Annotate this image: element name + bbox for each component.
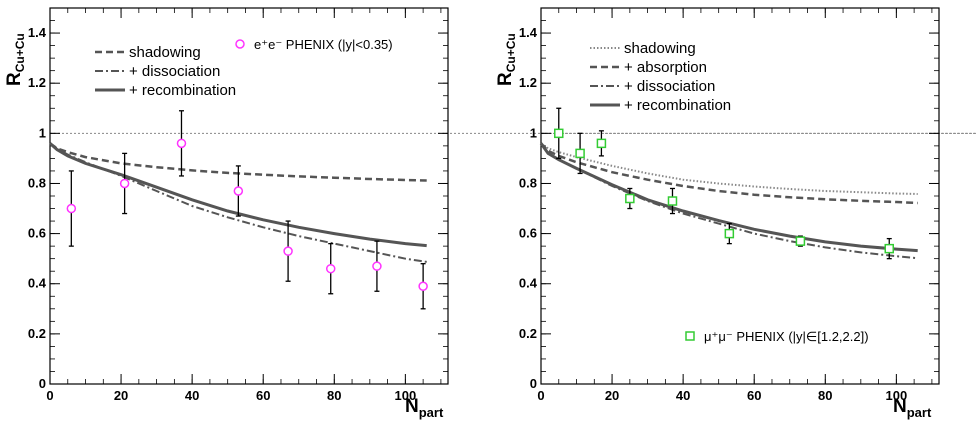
- y-axis-title-main: R: [495, 72, 516, 86]
- y-tick-label: 0.6: [519, 226, 537, 241]
- x-tick-label: 20: [114, 388, 128, 403]
- x-tick-label: 80: [818, 388, 832, 403]
- data-point: [176, 138, 187, 149]
- y-axis-title: RCu+Cu: [4, 33, 27, 86]
- x-tick-label: 80: [327, 388, 341, 403]
- x-axis-title-subscript: part: [419, 405, 444, 420]
- x-tick-label: 60: [747, 388, 761, 403]
- x-axis-title-main: N: [893, 396, 907, 417]
- y-tick-label: 0.8: [519, 175, 537, 190]
- data-point: [283, 246, 293, 256]
- legend-label: shadowing: [129, 44, 201, 61]
- data-point: [724, 228, 735, 239]
- legend-marker: [235, 39, 245, 49]
- y-tick-label: 1: [530, 125, 537, 140]
- plot-frame: [540, 7, 940, 385]
- series-line-absorption: [540, 142, 918, 205]
- y-axis-title-main: R: [4, 72, 25, 86]
- y-tick-label: 1.4: [519, 25, 538, 40]
- y-tick-label: 0.2: [519, 326, 537, 341]
- y-tick-label: 0.8: [28, 175, 46, 190]
- data-point: [554, 128, 564, 139]
- x-axis-title: Npart: [405, 396, 444, 420]
- series-line-recombination: [49, 142, 427, 248]
- data-point: [884, 243, 894, 254]
- right-panel: 0 0.2 0.4 0.6 0.8 1 1.2 1.4 0 20 40 60 80 100 RCu+Cu Np…: [495, 7, 977, 420]
- series-line-dissociation: [49, 142, 427, 263]
- data-point: [625, 193, 635, 204]
- y-axis-title-subscript: Cu+Cu: [13, 33, 27, 72]
- x-tick-label: 0: [46, 388, 53, 403]
- legend-label: + recombination: [624, 97, 731, 114]
- legend-label: + recombination: [129, 82, 236, 99]
- x-axis-title: Npart: [893, 396, 932, 420]
- data-point: [575, 148, 585, 159]
- legend-label: shadowing: [624, 40, 696, 57]
- plot-frame: [49, 7, 449, 385]
- x-axis-title-subscript: part: [907, 405, 932, 420]
- data-point: [372, 261, 382, 271]
- legend-marker: [685, 331, 695, 341]
- data-point: [325, 263, 336, 274]
- legend-label: + dissociation: [129, 63, 220, 80]
- data-point: [795, 236, 806, 246]
- series-line-recombination: [539, 142, 918, 253]
- left-panel: 00.20.40.60.811.21.40 20 40 60 80 100RCu+CuNp…: [4, 7, 977, 420]
- y-axis-title: RCu+Cu: [495, 33, 518, 86]
- y-tick-label: 0.2: [28, 326, 46, 341]
- x-tick-label: 100: [886, 388, 908, 403]
- y-tick-label: 1.2: [28, 75, 46, 90]
- y-tick-label: 0.4: [519, 276, 538, 291]
- y-tick-label: 0: [39, 376, 46, 391]
- y-tick-label: 1.2: [519, 75, 537, 90]
- y-tick-label: 0: [530, 376, 537, 391]
- x-tick-label: 0: [537, 388, 544, 403]
- data-point: [418, 281, 428, 291]
- data-point: [66, 203, 77, 214]
- x-tick-label: 40: [185, 388, 199, 403]
- x-tick-label: 40: [676, 388, 690, 403]
- legend-label-data: μ⁺μ⁻ PHENIX (|y|∈[1.2,2.2]): [704, 329, 869, 344]
- legend-label-data: e⁺e⁻ PHENIX (|y|<0.35): [254, 37, 393, 52]
- x-tick-label: 60: [256, 388, 270, 403]
- x-axis-title-main: N: [405, 396, 419, 417]
- y-tick-label: 0.4: [28, 276, 47, 291]
- y-tick-label: 0.6: [28, 226, 46, 241]
- y-tick-label: 1: [39, 125, 46, 140]
- data-point: [596, 138, 607, 149]
- x-tick-label: 20: [605, 388, 619, 403]
- y-tick-label: 1.4: [28, 25, 47, 40]
- legend-label: + absorption: [624, 59, 707, 76]
- series-line-shadowing: [49, 142, 427, 182]
- x-tick-label: 100: [395, 388, 417, 403]
- y-axis-title-subscript: Cu+Cu: [504, 33, 518, 72]
- series-line-shadowing: [540, 142, 918, 195]
- data-point: [667, 196, 678, 206]
- data-point: [119, 178, 130, 189]
- data-point: [233, 186, 244, 196]
- legend-label: + dissociation: [624, 78, 715, 95]
